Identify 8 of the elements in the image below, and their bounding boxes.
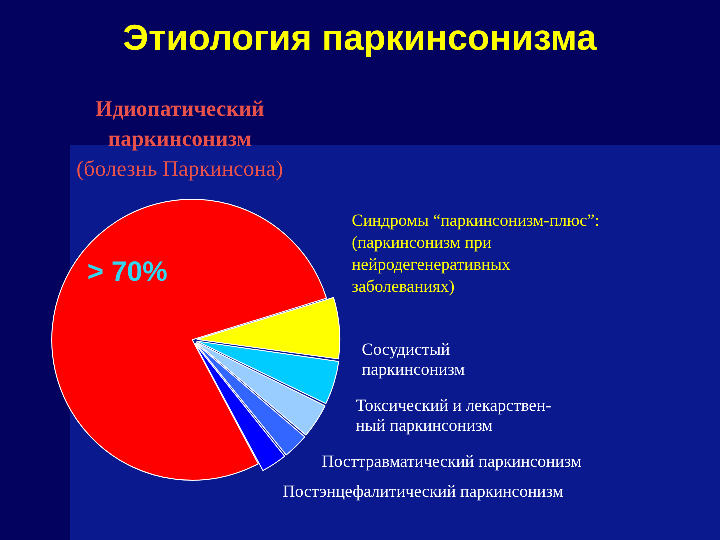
slice-label: Посттравматический паркинсонизм <box>322 452 582 471</box>
slice-label: Токсический и лекарствен- ный паркинсонизм <box>356 396 552 435</box>
chart-title: Этиология паркинсонизма <box>122 16 598 60</box>
data-label: > 70% <box>87 256 168 287</box>
slice-label: Идиопатический паркинсонизм (болезнь Паркинсона) <box>76 96 284 181</box>
slice-label: Сосудистый паркинсонизм <box>362 340 466 379</box>
slice-label: Синдромы “паркинсонизм-плюс”: (паркинсонизм при нейродегенеративных заболеваниях) <box>352 211 600 296</box>
slice-label: Постэнцефалитический паркинсонизм <box>283 482 564 501</box>
